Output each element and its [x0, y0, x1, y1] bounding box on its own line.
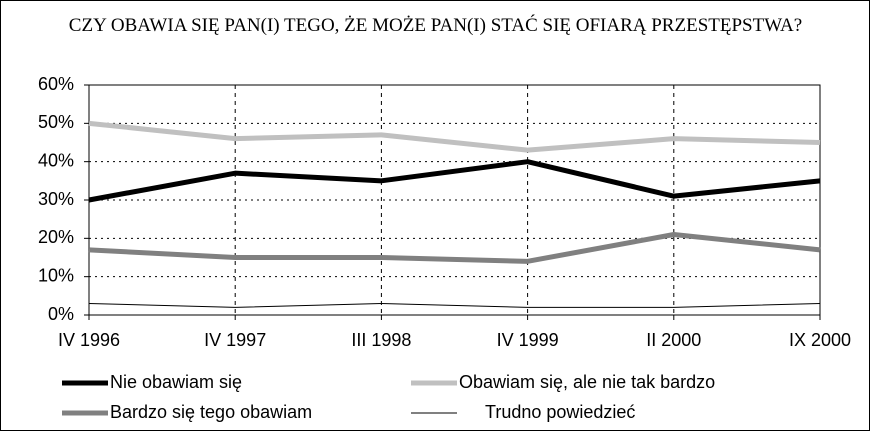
y-tick-label: 50%: [38, 112, 74, 132]
legend-label: Obawiam się, ale nie tak bardzo: [459, 372, 715, 392]
y-tick-label: 0%: [48, 304, 74, 324]
y-tick-label: 20%: [38, 227, 74, 247]
y-tick-label: 60%: [38, 74, 74, 94]
x-tick-label: IX 2000: [789, 330, 851, 350]
legend-label: Bardzo się tego obawiam: [110, 402, 312, 422]
series-line: [88, 303, 821, 308]
x-tick-label: IV 1996: [58, 330, 120, 350]
x-tick-label: III 1998: [351, 330, 411, 350]
chart-title: CZY OBAWIA SIĘ PAN(I) TEGO, ŻE MOŻE PAN(…: [68, 15, 803, 36]
y-tick-label: 30%: [38, 189, 74, 209]
x-tick-label: II 2000: [646, 330, 701, 350]
x-tick-label: IV 1999: [497, 330, 559, 350]
legend-label: Trudno powiedzieć: [485, 402, 635, 422]
series-line: [88, 159, 821, 203]
x-tick-label: IV 1997: [204, 330, 266, 350]
series-line: [88, 232, 821, 264]
y-tick-label: 40%: [38, 150, 74, 170]
y-tick-label: 10%: [38, 265, 74, 285]
legend-label: Nie obawiam się: [110, 372, 242, 392]
series-line: [88, 120, 821, 153]
